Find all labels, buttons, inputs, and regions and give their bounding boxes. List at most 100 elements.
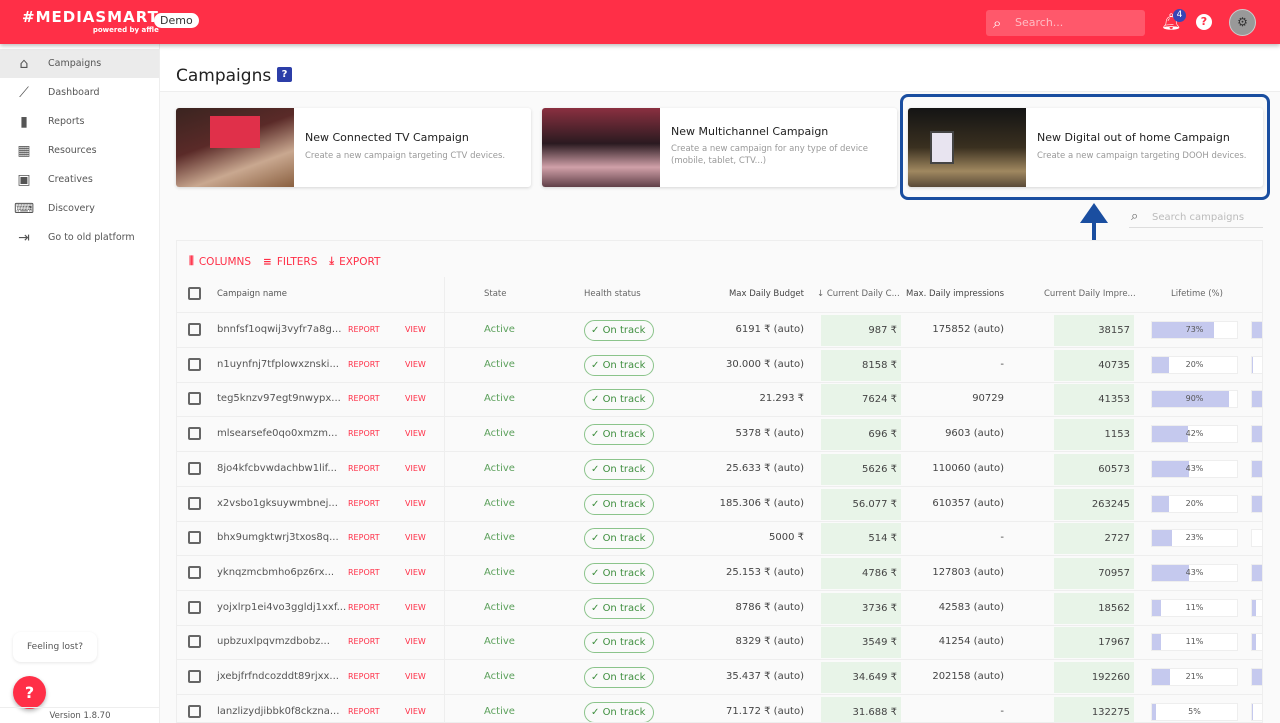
header-health[interactable]: Health status — [584, 289, 641, 299]
row-checkbox[interactable] — [188, 565, 201, 579]
sidebar-item-reports[interactable]: ▮ Reports — [0, 107, 159, 136]
divider — [444, 590, 445, 626]
report-link[interactable]: REPORT — [348, 394, 380, 404]
row-checkbox[interactable] — [188, 427, 201, 441]
row-checkbox[interactable] — [188, 323, 201, 336]
table-row[interactable]: mlsearsefe0qo0xmzm... REPORT VIEW Active… — [177, 417, 1262, 453]
view-link[interactable]: VIEW — [405, 325, 426, 334]
report-link[interactable]: REPORT — [348, 706, 380, 716]
campaign-name[interactable]: x2vsbo1gksuywmbnej... — [217, 497, 338, 509]
next-column-progress-bar — [1251, 321, 1262, 339]
report-link[interactable]: REPORT — [348, 498, 380, 508]
columns-button[interactable]: ⫼ COLUMNS — [189, 255, 252, 268]
table-header-row: Campaign name State Health status Max Da… — [177, 277, 1262, 313]
sidebar-item-dashboard[interactable]: ⟋ Dashboard — [0, 78, 159, 107]
view-link[interactable]: VIEW — [405, 463, 426, 473]
ctv-campaign-card[interactable]: New Connected TV Campaign Create a new c… — [176, 108, 531, 187]
view-link[interactable]: VIEW — [405, 637, 426, 647]
campaign-search-input[interactable]: ⌕ Search campaigns — [1129, 208, 1263, 228]
campaign-name[interactable]: yojxlrp1ei4vo3ggldj1xxf... — [217, 601, 347, 613]
row-checkbox[interactable] — [188, 704, 201, 718]
view-link[interactable]: VIEW — [405, 394, 426, 404]
view-link[interactable]: VIEW — [405, 359, 426, 369]
max-impressions-value: 110060 (auto) — [932, 462, 1004, 474]
sidebar-item-campaigns[interactable]: ⌂ Campaigns — [0, 49, 159, 78]
campaign-name[interactable]: upbzuxlpqvmzdbobz... — [217, 636, 330, 648]
export-button[interactable]: ⤓ EXPORT — [329, 255, 381, 268]
campaign-name[interactable]: mlsearsefe0qo0xmzm... — [217, 428, 338, 440]
campaign-name[interactable]: jxebjfrfndcozddt89rjxx... — [217, 671, 339, 682]
dooh-campaign-card[interactable]: New Digital out of home Campaign Create … — [908, 108, 1263, 187]
view-link[interactable]: VIEW — [405, 429, 426, 439]
header-campaign-name[interactable]: Campaign name — [217, 289, 287, 299]
row-checkbox[interactable] — [188, 357, 201, 371]
sidebar-item-creatives[interactable]: ▣ Creatives — [0, 165, 159, 194]
row-checkbox[interactable] — [188, 635, 201, 649]
report-link[interactable]: REPORT — [348, 533, 380, 543]
avatar[interactable]: ⚙ — [1229, 9, 1256, 36]
campaign-name[interactable]: n1uynfnj7tfplowxznski... — [217, 358, 339, 370]
table-row[interactable]: bhx9umgktwrj3txos8q... REPORT VIEW Activ… — [177, 521, 1262, 557]
table-row[interactable]: x2vsbo1gksuywmbnej... REPORT VIEW Active… — [177, 486, 1262, 522]
header-current-impressions[interactable]: Current Daily Impre... — [1044, 289, 1136, 299]
sidebar-item-resources[interactable]: ▦ Resources — [0, 136, 159, 165]
report-link[interactable]: REPORT — [348, 359, 380, 369]
sidebar-item-go-to-old-platform[interactable]: ⇥ Go to old platform — [0, 223, 159, 252]
row-checkbox[interactable] — [188, 461, 201, 475]
current-impressions-value: 2727 — [1054, 523, 1134, 555]
env-badge: Demo — [154, 13, 199, 28]
view-link[interactable]: VIEW — [405, 706, 426, 716]
header-max-impressions[interactable]: Max. Daily impressions — [906, 289, 1004, 299]
header-current-cost[interactable]: ↓ Current Daily C... — [817, 289, 900, 299]
current-cost-value: 3549 ₹ — [821, 627, 901, 659]
view-link[interactable]: VIEW — [405, 672, 426, 681]
campaign-name[interactable]: teg5knzv97egt9nwypx... — [217, 393, 341, 405]
sidebar-item-discovery[interactable]: ⌨ Discovery — [0, 194, 159, 223]
report-link[interactable]: REPORT — [348, 567, 380, 577]
header-lifetime[interactable]: Lifetime (%) — [1171, 289, 1223, 299]
report-link[interactable]: REPORT — [348, 463, 380, 473]
table-row[interactable]: teg5knzv97egt9nwypx... REPORT VIEW Activ… — [177, 382, 1262, 418]
report-link[interactable]: REPORT — [348, 672, 380, 681]
row-checkbox[interactable] — [188, 600, 201, 614]
header-max-budget[interactable]: Max Daily Budget — [728, 289, 804, 299]
table-row[interactable]: lanzlizydjibbk0f8ckzna... REPORT VIEW Ac… — [177, 694, 1262, 722]
campaign-name[interactable]: bnnfsf1oqwij3vyfr7a8g... — [217, 324, 342, 335]
row-checkbox[interactable] — [188, 670, 201, 683]
campaign-name[interactable]: yknqzmcbmho6pz6rx... — [217, 566, 335, 578]
table-row[interactable]: bnnfsf1oqwij3vyfr7a8g... REPORT VIEW Act… — [177, 313, 1262, 348]
global-search-input[interactable]: ⌕ Search... — [986, 10, 1145, 36]
table-row[interactable]: 8jo4kfcbvwdachbw1lif... REPORT VIEW Acti… — [177, 451, 1262, 487]
campaign-name[interactable]: bhx9umgktwrj3txos8q... — [217, 532, 339, 544]
row-checkbox[interactable] — [188, 496, 201, 510]
mediasmart-logo[interactable]: #MEDIASMART powered by affle — [22, 8, 159, 34]
view-link[interactable]: VIEW — [405, 602, 426, 612]
table-row[interactable]: upbzuxlpqvmzdbobz... REPORT VIEW Active … — [177, 625, 1262, 661]
table-row[interactable]: yknqzmcbmho6pz6rx... REPORT VIEW Active … — [177, 555, 1262, 591]
table-row[interactable]: n1uynfnj7tfplowxznski... REPORT VIEW Act… — [177, 347, 1262, 383]
help-icon[interactable]: ? — [1196, 14, 1212, 30]
report-link[interactable]: REPORT — [348, 429, 380, 439]
help-fab-button[interactable]: ? — [13, 676, 46, 709]
view-link[interactable]: VIEW — [405, 567, 426, 577]
multichannel-campaign-card[interactable]: New Multichannel Campaign Create a new c… — [542, 108, 897, 187]
next-column-progress-bar — [1251, 459, 1262, 478]
select-all-checkbox[interactable] — [188, 287, 201, 300]
view-link[interactable]: VIEW — [405, 533, 426, 543]
header-state[interactable]: State — [484, 289, 507, 299]
table-row[interactable]: jxebjfrfndcozddt89rjxx... REPORT VIEW Ac… — [177, 660, 1262, 695]
table-row[interactable]: yojxlrp1ei4vo3ggldj1xxf... REPORT VIEW A… — [177, 590, 1262, 626]
row-checkbox[interactable] — [188, 392, 201, 406]
max-impressions-value: 202158 (auto) — [932, 671, 1004, 682]
report-link[interactable]: REPORT — [348, 325, 380, 334]
sidebar-item-label: Dashboard — [48, 87, 100, 98]
filters-button[interactable]: ≡ FILTERS — [263, 255, 318, 268]
help-book-icon[interactable]: ? — [277, 67, 292, 82]
report-link[interactable]: REPORT — [348, 602, 380, 612]
report-link[interactable]: REPORT — [348, 637, 380, 647]
campaign-name[interactable]: lanzlizydjibbk0f8ckzna... — [217, 705, 340, 717]
max-budget-value: 185.306 ₹ (auto) — [719, 497, 804, 509]
campaign-name[interactable]: 8jo4kfcbvwdachbw1lif... — [217, 462, 337, 474]
row-checkbox[interactable] — [188, 531, 201, 545]
view-link[interactable]: VIEW — [405, 498, 426, 508]
